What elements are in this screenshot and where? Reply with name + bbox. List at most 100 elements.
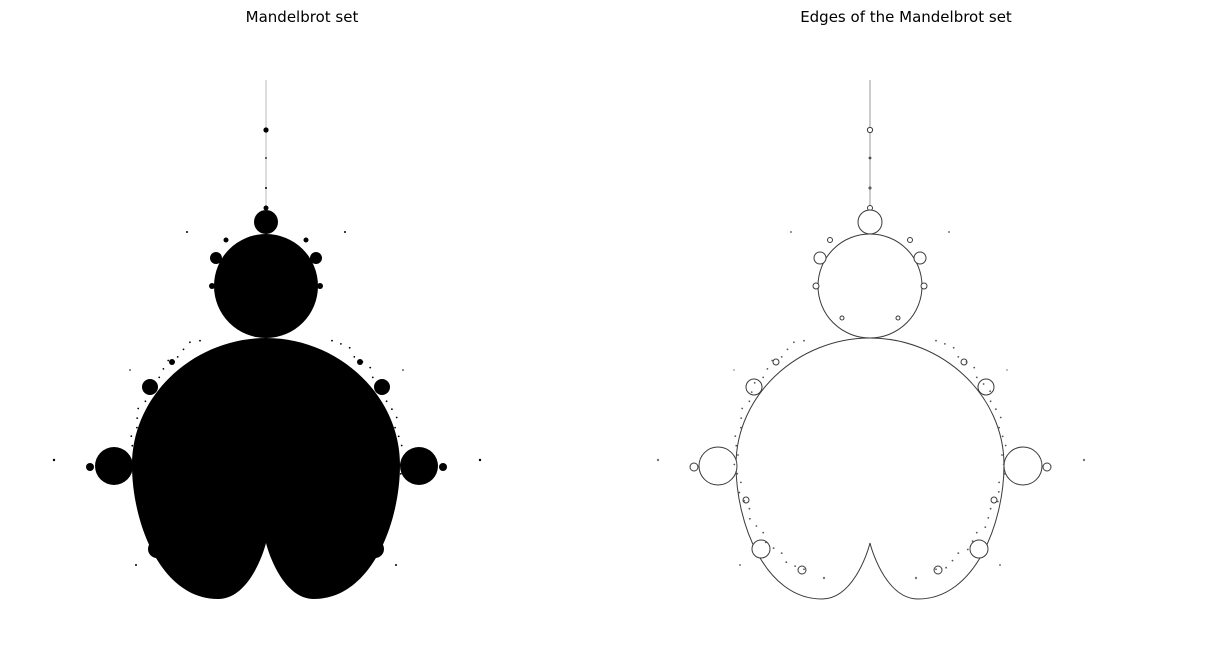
- boundary-fuzz: [129, 463, 132, 466]
- boundary-fuzz: [772, 547, 775, 549]
- boundary-fuzz: [766, 368, 769, 370]
- boundary-fuzz: [139, 499, 142, 502]
- boundary-fuzz: [371, 376, 374, 379]
- boundary-fuzz: [762, 376, 765, 379]
- filament-speck: [135, 564, 137, 566]
- boundary-fuzz: [162, 368, 165, 370]
- filament-speck: [129, 369, 131, 371]
- filament-speck: [395, 564, 397, 566]
- antenna-minibrot: [265, 157, 267, 159]
- boundary-fuzz: [999, 416, 1002, 419]
- boundary-fuzz: [168, 547, 171, 549]
- satellite-bulb: [745, 378, 763, 396]
- filament-speck: [1006, 369, 1008, 371]
- boundary-fuzz: [997, 491, 1000, 493]
- boundary-fuzz: [733, 463, 736, 466]
- satellite-bulb: [969, 539, 989, 559]
- satellite-bulb: [317, 283, 323, 289]
- boundary-fuzz: [982, 383, 985, 385]
- satellite-bulb: [751, 539, 771, 559]
- main-cardioid: [735, 337, 1005, 600]
- boundary-fuzz: [380, 526, 383, 528]
- boundary-fuzz: [740, 481, 742, 484]
- boundary-fuzz: [973, 366, 976, 369]
- boundary-fuzz: [749, 517, 751, 520]
- boundary-fuzz: [348, 346, 351, 349]
- satellite-bulb: [223, 237, 229, 243]
- side-bulb: [95, 447, 133, 485]
- boundary-fuzz: [397, 454, 399, 456]
- boundary-fuzz: [361, 361, 364, 363]
- period-4-bulb: [857, 209, 883, 235]
- mandelbrot-edges-panel: Edges of the Mandelbrot set: [604, 0, 1208, 656]
- satellite-bulb: [913, 251, 927, 265]
- boundary-fuzz: [394, 481, 396, 484]
- boundary-fuzz: [952, 346, 955, 349]
- satellite-bulb: [772, 358, 780, 366]
- boundary-fuzz: [158, 531, 161, 534]
- boundary-fuzz: [740, 426, 742, 429]
- satellite-bulb: [310, 252, 322, 264]
- filament-speck: [914, 576, 918, 580]
- boundary-fuzz: [144, 507, 147, 510]
- boundary-fuzz: [975, 531, 978, 534]
- filament-speck: [218, 576, 222, 580]
- boundary-fuzz: [199, 568, 201, 571]
- boundary-fuzz: [965, 361, 968, 363]
- boundary-fuzz: [371, 531, 374, 534]
- boundary-fuzz: [1003, 473, 1006, 475]
- filament-speck: [739, 564, 741, 566]
- satellite-bulb: [210, 252, 222, 264]
- boundary-fuzz: [1004, 444, 1007, 447]
- boundary-fuzz: [151, 525, 154, 527]
- boundary-fuzz: [951, 559, 954, 562]
- satellite-bulb: [813, 251, 827, 265]
- boundary-fuzz: [167, 359, 170, 362]
- boundary-fuzz: [391, 408, 393, 411]
- satellite-bulb: [797, 565, 807, 575]
- satellite-bulb: [990, 496, 998, 504]
- satellite-bulb: [920, 282, 928, 290]
- boundary-fuzz: [394, 426, 396, 429]
- satellite-bulb: [812, 282, 820, 290]
- boundary-fuzz: [331, 568, 333, 571]
- filament-speck: [822, 576, 826, 580]
- boundary-fuzz: [771, 359, 774, 362]
- boundary-fuzz: [160, 541, 163, 544]
- boundary-fuzz: [383, 517, 386, 519]
- boundary-fuzz: [1001, 435, 1004, 438]
- satellite-bulb: [209, 283, 215, 289]
- boundary-fuzz: [1002, 463, 1005, 466]
- boundary-fuzz: [737, 454, 739, 456]
- filament-speck: [790, 231, 792, 233]
- satellite-bulb: [907, 237, 913, 243]
- mandelbrot-edges-shape: [656, 80, 1086, 600]
- antenna-minibrot: [866, 126, 874, 134]
- boundary-fuzz: [780, 552, 783, 554]
- boundary-fuzz: [353, 356, 356, 358]
- satellite-bulb: [977, 378, 995, 396]
- boundary-fuzz: [998, 426, 1000, 429]
- boundary-fuzz: [945, 566, 947, 569]
- filament-speck: [344, 231, 346, 233]
- period-2-bulb: [214, 234, 318, 338]
- panel-title-edges-of-mandelbrot-set: Edges of the Mandelbrot set: [800, 8, 1012, 26]
- antenna-minibrot: [868, 186, 872, 190]
- boundary-fuzz: [399, 473, 402, 475]
- satellite-bulb: [330, 566, 338, 574]
- boundary-fuzz: [136, 417, 139, 419]
- boundary-fuzz: [748, 507, 751, 510]
- boundary-fuzz: [181, 561, 184, 564]
- boundary-fuzz: [735, 444, 738, 447]
- boundary-fuzz: [984, 526, 987, 528]
- boundary-fuzz: [755, 525, 758, 527]
- boundary-fuzz: [780, 356, 783, 358]
- boundary-fuzz: [130, 435, 133, 437]
- boundary-fuzz: [741, 407, 744, 410]
- boundary-fuzz: [935, 568, 937, 571]
- boundary-fuzz: [971, 540, 974, 542]
- antenna-minibrot: [263, 205, 269, 211]
- mandelbrot-edges-image: [656, 80, 1086, 600]
- satellite-bulb: [387, 497, 393, 503]
- filament-speck: [948, 231, 950, 233]
